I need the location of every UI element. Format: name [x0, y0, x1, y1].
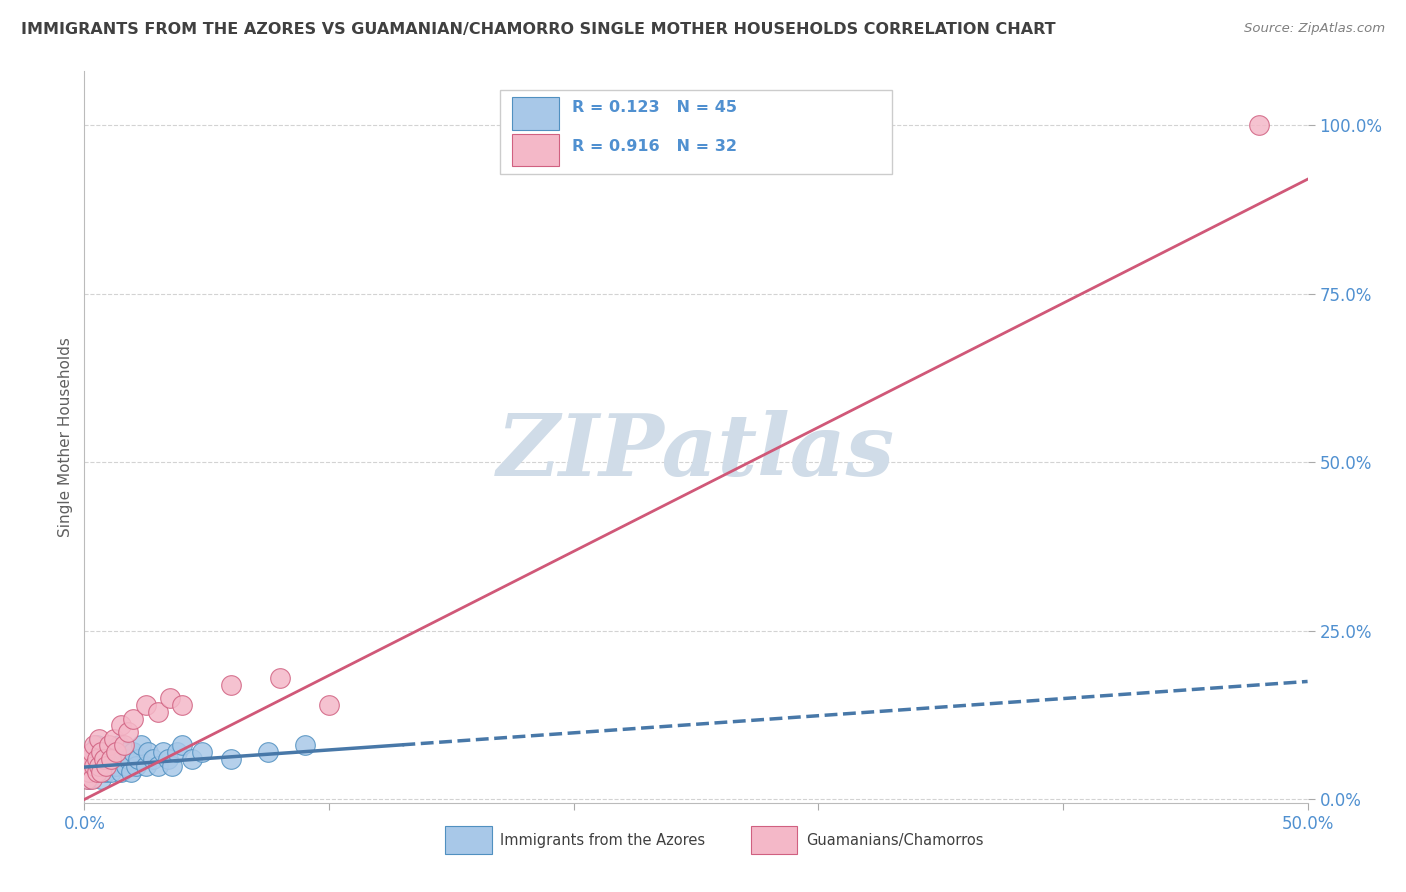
Point [122, 712, 145, 726]
Point [97, 739, 120, 753]
Point [318, 698, 340, 712]
Point [107, 739, 129, 753]
Point [93, 752, 115, 766]
Point [105, 745, 128, 759]
Point [87, 752, 110, 766]
Point [159, 691, 181, 706]
Point [135, 758, 157, 772]
Point [90, 765, 112, 780]
Point [269, 671, 291, 685]
Point [162, 758, 184, 772]
Point [120, 765, 142, 780]
Point [129, 739, 152, 753]
Text: Immigrants from the Azores: Immigrants from the Azores [501, 832, 706, 847]
Point [115, 758, 138, 772]
Point [83, 739, 105, 753]
Point [110, 765, 132, 780]
Point [103, 731, 125, 746]
Text: R = 0.123   N = 45: R = 0.123 N = 45 [572, 101, 737, 115]
Point [76, 758, 98, 772]
Point [142, 752, 165, 766]
Point [96, 752, 118, 766]
Point [86, 758, 108, 772]
Text: Source: ZipAtlas.com: Source: ZipAtlas.com [1244, 22, 1385, 36]
Point [146, 758, 169, 772]
FancyBboxPatch shape [513, 97, 560, 130]
Point [110, 718, 132, 732]
FancyBboxPatch shape [513, 134, 560, 167]
Point [117, 752, 139, 766]
Point [80, 772, 103, 787]
Point [87, 758, 110, 772]
Point [294, 739, 316, 753]
Point [96, 765, 118, 780]
Point [125, 758, 148, 772]
Y-axis label: Single Mother Households: Single Mother Households [58, 337, 73, 537]
Point [90, 745, 112, 759]
FancyBboxPatch shape [751, 826, 797, 854]
Text: IMMIGRANTS FROM THE AZORES VS GUAMANIAN/CHAMORRO SINGLE MOTHER HOUSEHOLDS CORREL: IMMIGRANTS FROM THE AZORES VS GUAMANIAN/… [21, 22, 1056, 37]
Point [117, 725, 139, 739]
Point [100, 765, 122, 780]
Point [122, 745, 145, 759]
Point [77, 752, 100, 766]
Point [100, 752, 122, 766]
Point [83, 752, 105, 766]
Point [80, 745, 103, 759]
Point [77, 772, 100, 787]
Point [135, 698, 157, 712]
Point [112, 739, 135, 753]
Point [83, 765, 105, 780]
Point [100, 745, 122, 759]
Point [191, 745, 214, 759]
Point [93, 745, 115, 759]
Point [86, 739, 108, 753]
Point [87, 765, 110, 780]
Point [127, 752, 149, 766]
Text: R = 0.916   N = 32: R = 0.916 N = 32 [572, 139, 737, 154]
Point [77, 752, 100, 766]
Point [90, 772, 112, 787]
Point [172, 698, 194, 712]
Point [146, 705, 169, 719]
Point [156, 752, 179, 766]
Point [112, 745, 135, 759]
Point [181, 752, 204, 766]
Point [219, 678, 242, 692]
Point [105, 758, 128, 772]
FancyBboxPatch shape [501, 90, 891, 174]
Point [80, 745, 103, 759]
Point [86, 752, 108, 766]
Point [1247, 118, 1270, 132]
Point [172, 739, 194, 753]
Text: ZIPatlas: ZIPatlas [496, 410, 896, 493]
Point [103, 752, 125, 766]
FancyBboxPatch shape [446, 826, 492, 854]
Point [166, 745, 188, 759]
Point [86, 765, 108, 780]
Point [80, 758, 103, 772]
Point [96, 758, 118, 772]
Point [76, 765, 98, 780]
Point [219, 752, 242, 766]
Point [87, 731, 110, 746]
Point [93, 758, 115, 772]
Point [97, 758, 120, 772]
Point [257, 745, 280, 759]
Text: Guamanians/Chamorros: Guamanians/Chamorros [806, 832, 984, 847]
Point [77, 765, 100, 780]
Point [76, 772, 98, 787]
Point [83, 758, 105, 772]
Point [152, 745, 174, 759]
Point [136, 745, 159, 759]
